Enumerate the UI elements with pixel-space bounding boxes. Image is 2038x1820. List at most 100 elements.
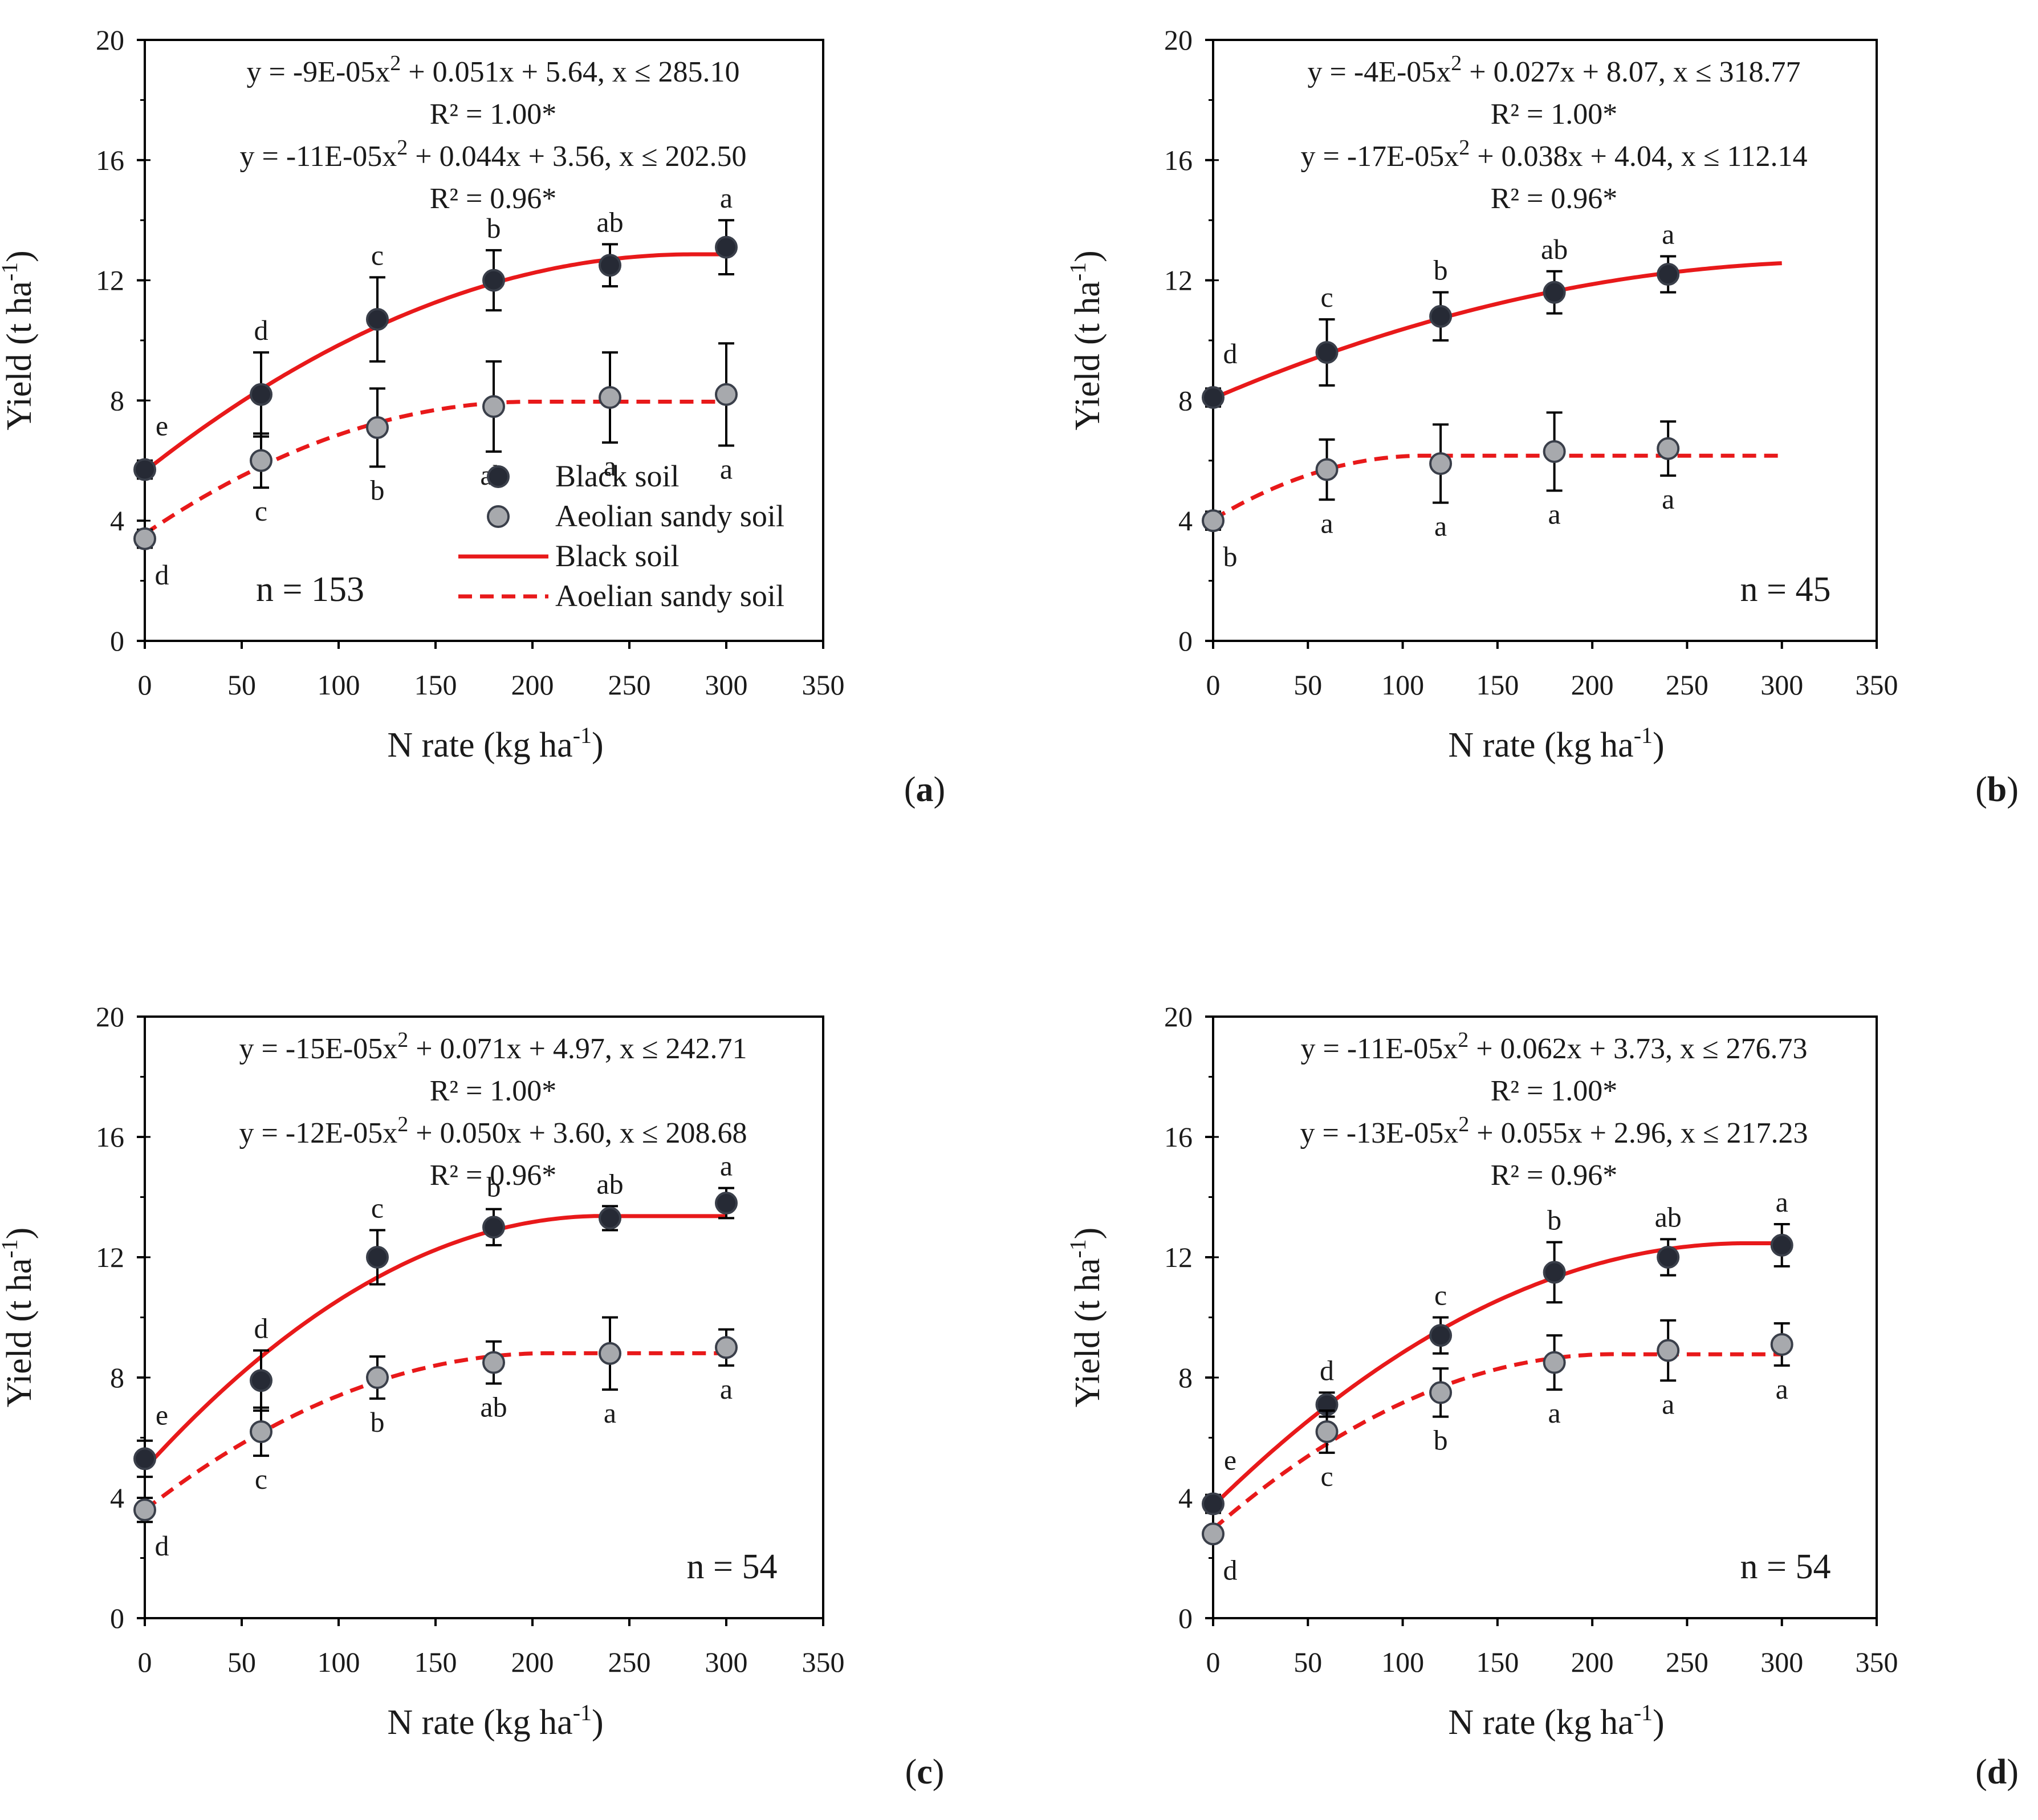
x-tick-label: 150 (414, 1646, 457, 1678)
legend-marker-black-soil (487, 465, 510, 488)
equation-text: R² = 0.96* (1491, 1159, 1618, 1192)
regression-equation: R² = 1.00* (1491, 98, 1618, 131)
point-black-soil (133, 1447, 156, 1470)
x-axis-title: N rate (kg ha-1) (387, 1700, 603, 1742)
x-tick-label: 250 (1666, 669, 1708, 701)
point-sandy-soil (250, 1420, 272, 1443)
point-black-soil (599, 254, 621, 277)
point-black-soil (715, 1192, 738, 1215)
fit-curve-black-soil (1212, 261, 1782, 400)
equation-exponent: 2 (397, 1028, 408, 1052)
x-tick-label: 150 (414, 669, 457, 701)
y-tick-label: 16 (96, 144, 124, 176)
equation-text-rest: + 0.044x + 3.56, x ≤ 202.50 (408, 140, 746, 173)
equation-exponent: 2 (1458, 1112, 1469, 1136)
significance-letter-sandy-soil: a (1320, 507, 1333, 539)
point-sandy-soil (715, 1336, 738, 1359)
significance-letter-sandy-soil: a (720, 1373, 733, 1405)
panel-letter-value: b (1987, 770, 2007, 809)
panel-letter: (a) (904, 770, 945, 809)
significance-letter-sandy-soil: a (1662, 1388, 1674, 1420)
regression-equation: y = -9E-05x2 + 0.051x + 5.64, x ≤ 285.10 (247, 51, 740, 88)
panel-letter: (b) (1975, 770, 2019, 809)
point-black-soil (1543, 1261, 1566, 1284)
equation-text-rest: + 0.027x + 8.07, x ≤ 318.77 (1462, 56, 1800, 88)
y-tick-label: 4 (1178, 505, 1193, 537)
equation-text-rest: + 0.055x + 2.96, x ≤ 217.23 (1469, 1117, 1808, 1149)
x-axis-title-end: ) (592, 1703, 604, 1742)
x-tick-label: 100 (318, 669, 360, 701)
point-sandy-soil (1315, 458, 1339, 481)
point-black-soil (1770, 1233, 1793, 1257)
y-tick-label: 8 (1178, 1362, 1193, 1394)
significance-letter-black-soil: b (487, 1171, 501, 1203)
point-sandy-soil (599, 386, 621, 409)
y-tick-label: 12 (96, 1241, 124, 1273)
equation-text: y = -4E-05x (1308, 56, 1451, 88)
significance-letter-black-soil: d (1320, 1354, 1334, 1386)
equation-exponent: 2 (397, 136, 408, 160)
equation-text-rest: + 0.051x + 5.64, x ≤ 285.10 (401, 56, 739, 88)
panel-letter-open: ( (1975, 1753, 1987, 1791)
equation-text: R² = 0.96* (1491, 182, 1618, 215)
significance-letter-sandy-soil: a (604, 1397, 616, 1429)
significance-letter-black-soil: a (720, 182, 733, 214)
x-tick-label: 150 (1476, 669, 1519, 701)
x-axis-title: N rate (kg ha-1) (387, 722, 603, 765)
fit-curve-sandy-soil (144, 400, 726, 536)
point-black-soil (1202, 386, 1225, 409)
significance-letter-black-soil: a (720, 1150, 733, 1182)
x-axis-title-main: N rate (kg ha (1448, 726, 1633, 765)
point-sandy-soil (1770, 1332, 1793, 1356)
equation-text: y = -9E-05x (247, 56, 390, 88)
x-tick-label: 100 (318, 1646, 360, 1678)
y-tick-label: 8 (110, 1362, 124, 1394)
point-black-soil (1657, 263, 1680, 286)
point-black-soil (715, 235, 738, 259)
significance-letter-sandy-soil: a (1434, 510, 1447, 542)
significance-letter-black-soil: e (156, 410, 168, 442)
y-tick-label: 0 (1178, 1602, 1193, 1634)
significance-letter-sandy-soil: b (1434, 1424, 1448, 1456)
fit-curve-sandy-soil (1211, 1352, 1782, 1531)
x-axis-title-main: N rate (kg ha (387, 726, 572, 765)
significance-letter-black-soil: a (1776, 1186, 1788, 1218)
point-black-soil (250, 1369, 272, 1392)
panel-letter-open: ( (905, 1753, 917, 1791)
equation-text-rest: + 0.062x + 3.73, x ≤ 276.73 (1469, 1033, 1807, 1065)
fit-curve-sandy-soil (143, 1351, 726, 1512)
x-tick-label: 200 (511, 1646, 554, 1678)
y-tick-label: 0 (110, 625, 124, 657)
x-tick-label: 0 (138, 669, 152, 701)
significance-letter-sandy-soil: d (1223, 1554, 1238, 1586)
equation-text: R² = 1.00* (1491, 1075, 1618, 1107)
equation-text-rest: + 0.071x + 4.97, x ≤ 242.71 (408, 1033, 747, 1065)
point-black-soil (366, 1246, 389, 1269)
x-tick-label: 150 (1476, 1646, 1519, 1678)
point-black-soil (366, 308, 389, 331)
point-black-soil (1543, 281, 1566, 304)
point-black-soil (599, 1206, 621, 1230)
significance-letter-sandy-soil: c (255, 495, 267, 527)
y-axis-title: Yield (t ha-1) (0, 250, 39, 430)
y-axis-title: Yield (t ha-1) (1065, 250, 1107, 430)
point-sandy-soil (133, 527, 156, 550)
fit-curve-black-soil (143, 1214, 726, 1470)
y-axis-title-end: ) (1068, 1228, 1107, 1240)
y-tick-label: 8 (110, 384, 124, 416)
x-tick-label: 350 (1856, 1646, 1898, 1678)
significance-letter-black-soil: c (371, 1192, 384, 1224)
x-axis-title: N rate (kg ha-1) (1448, 722, 1664, 765)
point-sandy-soil (1202, 509, 1225, 533)
significance-letter-sandy-soil: ab (480, 1391, 507, 1423)
legend-label: Black soil (555, 459, 679, 493)
equation-text: R² = 1.00* (1491, 98, 1618, 131)
x-axis-title: N rate (kg ha-1) (1448, 1700, 1664, 1742)
regression-equation: y = -11E-05x2 + 0.044x + 3.56, x ≤ 202.5… (240, 136, 747, 173)
y-axis-title-sup: -1 (1065, 262, 1091, 281)
regression-equation: R² = 0.96* (430, 1159, 557, 1192)
y-tick-label: 16 (96, 1121, 124, 1153)
x-tick-label: 0 (1206, 669, 1221, 701)
x-axis-title-sup: -1 (573, 1700, 592, 1725)
